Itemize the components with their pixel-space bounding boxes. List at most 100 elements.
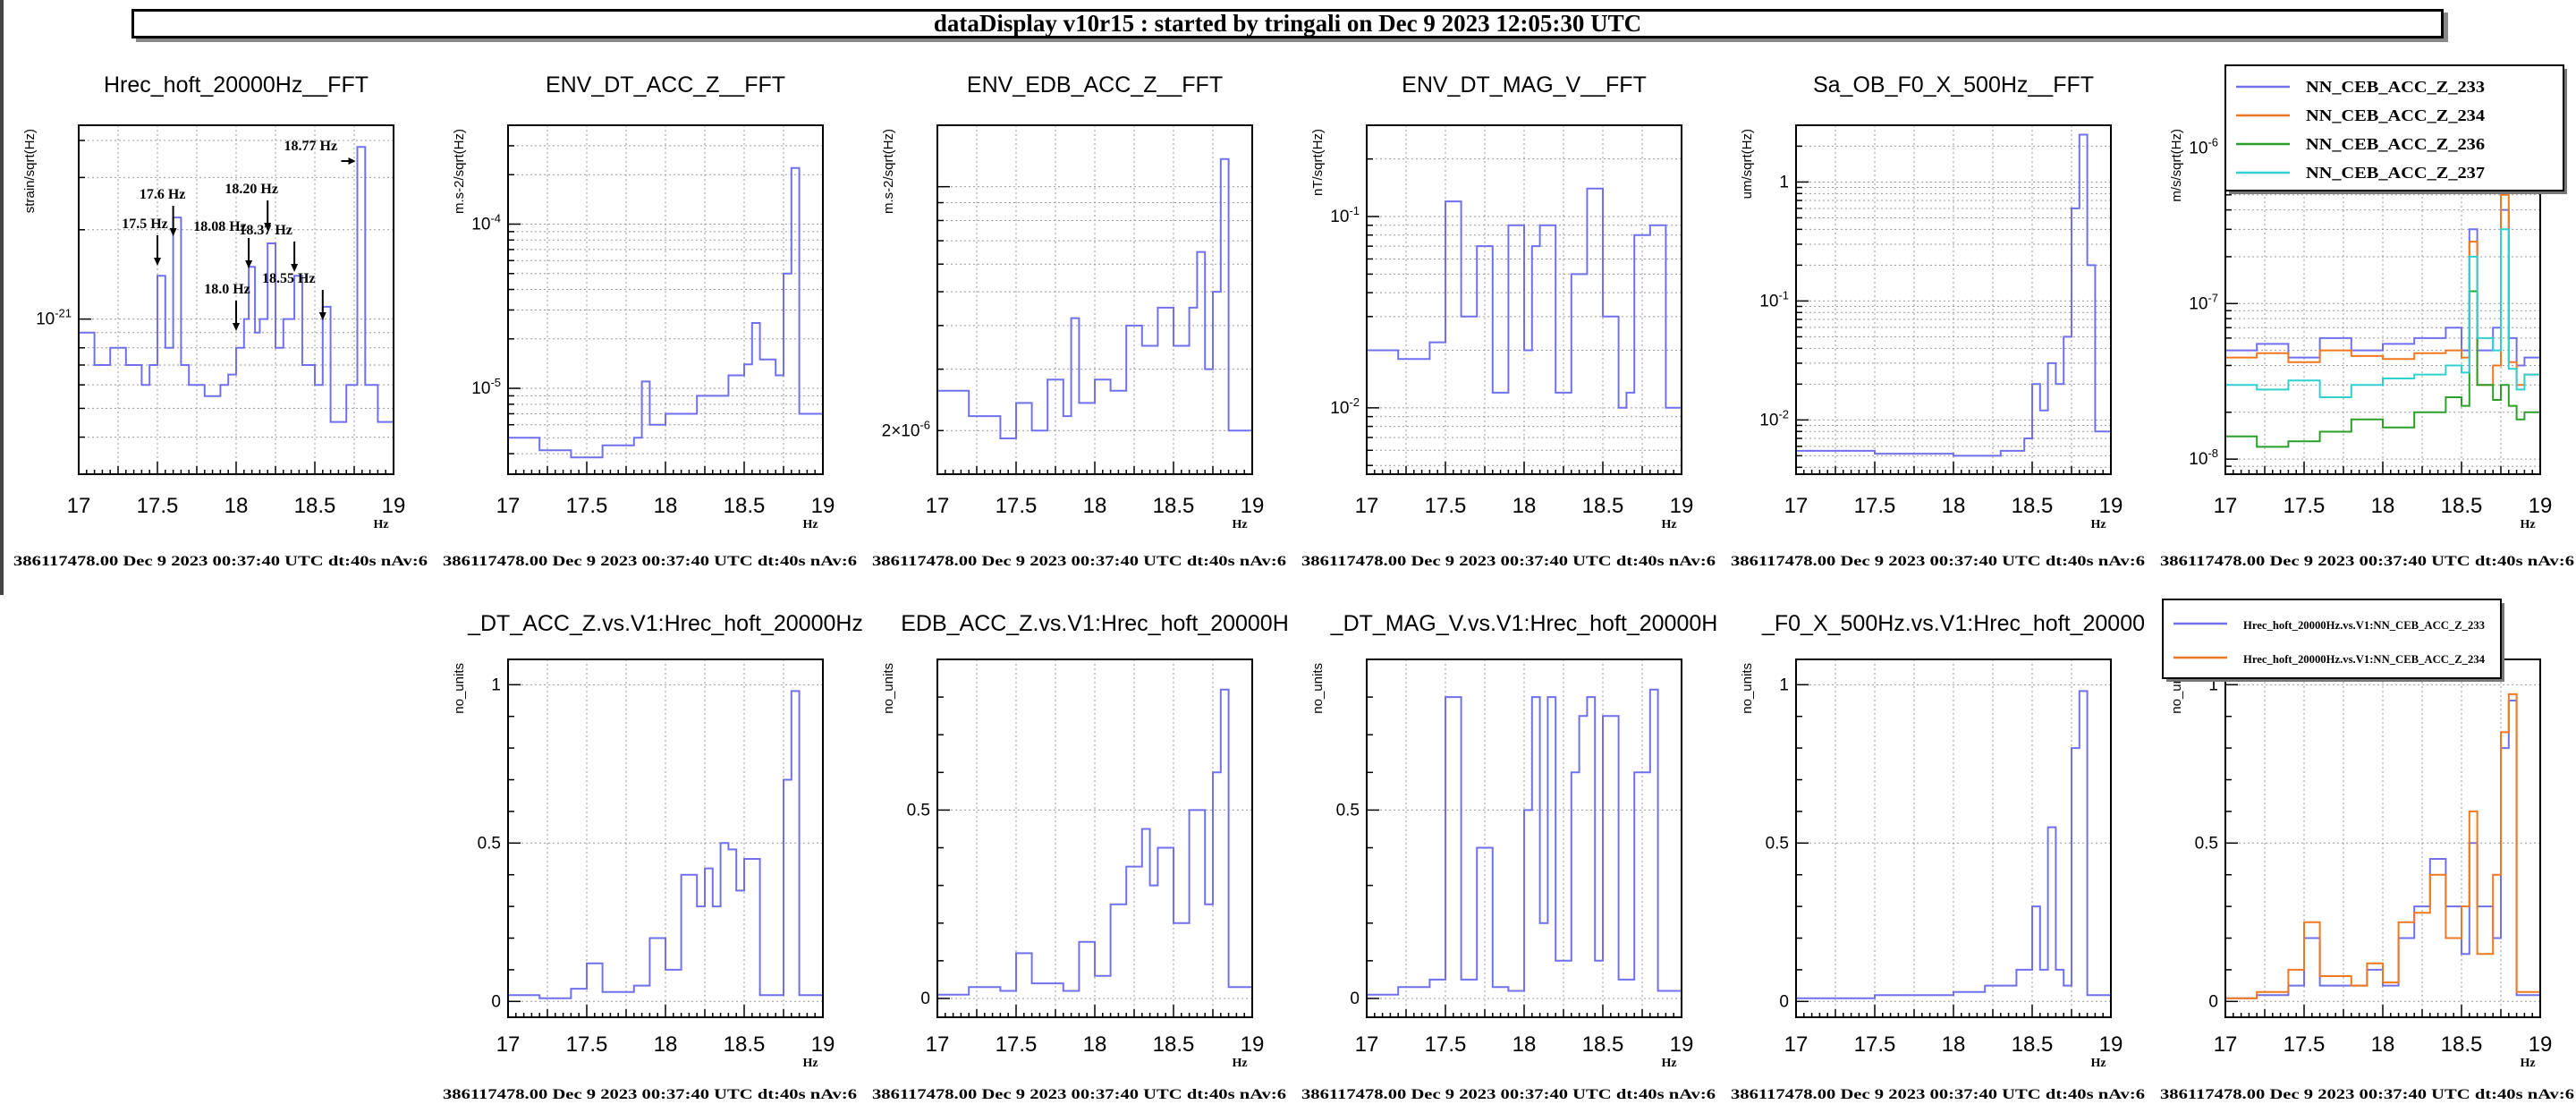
plot-frame	[507, 124, 824, 475]
series-line-2	[2225, 193, 2541, 387]
y-tick-label: 0	[1779, 992, 1789, 1011]
plot-frame	[1366, 658, 1682, 1018]
chart-panel-6: m/s/sqrt(Hz) 10-6 10-7 10-8 17 17.5 18 18.5 19Hz…	[2160, 64, 2574, 569]
series-line-1	[1796, 133, 2112, 457]
annotation-arrowhead	[348, 157, 356, 165]
x-tick-label: 18	[1942, 1032, 1966, 1057]
plot-frame	[78, 124, 394, 475]
x-tick-label: 17	[2214, 1032, 2238, 1057]
x-tick-label: 17.5	[1854, 494, 1896, 518]
chart-panel-1: Hrec_hoft_20000Hz__FFT strain/sqrt(Hz) 10-…	[13, 72, 428, 569]
x-tick-label: 19	[811, 494, 835, 518]
x-tick-label: 19	[382, 494, 406, 518]
chart-title: _F0_X_500Hz.vs.V1:Hrec_hoft_20000	[1761, 611, 2145, 636]
y-tick-label: 1	[491, 675, 501, 694]
plot-frame	[936, 124, 1253, 475]
chart-panel-3: ENV_EDB_ACC_Z__FFT m.s-2/sqrt(Hz) 2×10-6 17…	[872, 72, 1286, 569]
x-tick-label: 18.5	[2012, 494, 2054, 518]
y-axis-label: no_units	[452, 663, 467, 714]
series-line-1	[1367, 688, 1682, 996]
legend-entry: NN_CEB_ACC_Z_233	[2306, 78, 2485, 96]
plot-frame	[1795, 658, 2112, 1018]
annotation-arrowhead	[245, 260, 253, 268]
series-line-1	[508, 166, 824, 459]
x-axis-label: Hz	[2520, 1057, 2535, 1070]
peak-annotation: 18.08 Hz	[193, 219, 247, 234]
series-line-3	[2225, 290, 2541, 448]
x-tick-label: 18	[1513, 494, 1537, 518]
y-tick-label: 10-6	[2189, 135, 2218, 157]
chart-footer: 386117478.00 Dec 9 2023 00:37:40 UTC dt:…	[1731, 554, 2145, 569]
series-line-2	[2225, 692, 2541, 999]
x-tick-label: 19	[1670, 1032, 1694, 1057]
chart-panel-5: Sa_OB_F0_X_500Hz__FFT um/sqrt(Hz) 1 10-1 10-…	[1731, 72, 2145, 569]
x-tick-label: 17.5	[2284, 494, 2326, 518]
chart-panel-7: _DT_ACC_Z.vs.V1:Hrec_hoft_20000Hz no_unit…	[443, 611, 863, 1102]
y-tick-label: 0.5	[2195, 834, 2218, 853]
chart-title: _DT_MAG_V.vs.V1:Hrec_hoft_20000H	[1330, 611, 1718, 636]
y-axis-label: m/s/sqrt(Hz)	[2169, 129, 2184, 202]
chart-footer: 386117478.00 Dec 9 2023 00:37:40 UTC dt:…	[2160, 1087, 2574, 1102]
x-axis-label: Hz	[1232, 518, 1247, 531]
peak-annotation: 18.0 Hz	[204, 282, 250, 297]
chart-title: _DT_ACC_Z.vs.V1:Hrec_hoft_20000Hz	[467, 611, 863, 636]
x-tick-label: 17.5	[1425, 1032, 1467, 1057]
chart-title: Hrec_hoft_20000Hz__FFT	[104, 72, 369, 98]
chart-title: EDB_ACC_Z.vs.V1:Hrec_hoft_20000H	[901, 611, 1289, 636]
x-tick-label: 18	[2371, 1032, 2395, 1057]
x-tick-label: 18	[1083, 494, 1107, 518]
peak-annotation: 18.20 Hz	[225, 182, 278, 197]
y-axis-label: um/sqrt(Hz)	[1740, 129, 1755, 199]
x-tick-label: 17	[1355, 494, 1379, 518]
x-tick-label: 17	[2214, 494, 2238, 518]
x-tick-label: 18.5	[724, 1032, 766, 1057]
x-tick-label: 17	[496, 1032, 521, 1057]
peak-annotation: 17.5 Hz	[122, 217, 168, 232]
annotation-arrowhead	[318, 312, 326, 320]
y-axis-label: m.s-2/sqrt(Hz)	[881, 129, 896, 214]
series-line-1	[508, 690, 823, 999]
chart-title: ENV_DT_MAG_V__FFT	[1402, 72, 1647, 98]
x-tick-label: 18	[1513, 1032, 1537, 1057]
window-title-text: dataDisplay v10r15 : started by tringali…	[933, 10, 1642, 37]
x-tick-label: 18.5	[1582, 494, 1624, 518]
x-tick-label: 18.5	[2441, 494, 2483, 518]
x-tick-label: 18.5	[1153, 494, 1195, 518]
chart-footer: 386117478.00 Dec 9 2023 00:37:40 UTC dt:…	[872, 554, 1286, 569]
left-frame	[0, 0, 4, 595]
annotation-arrowhead	[264, 223, 272, 231]
x-tick-label: 18.5	[294, 494, 336, 518]
x-axis-label: Hz	[2090, 1057, 2106, 1070]
series-line-1	[937, 157, 1253, 439]
x-tick-label: 19	[2529, 494, 2553, 518]
x-tick-label: 18	[225, 494, 249, 518]
x-tick-label: 17	[926, 494, 950, 518]
x-tick-label: 17.5	[566, 1032, 608, 1057]
series-line-1	[1796, 690, 2111, 999]
plot-frame	[1795, 124, 2112, 475]
x-tick-label: 19	[1241, 1032, 1265, 1057]
chart-footer: 386117478.00 Dec 9 2023 00:37:40 UTC dt:…	[13, 554, 428, 569]
chart-panel-9: _DT_MAG_V.vs.V1:Hrec_hoft_20000H no_units…	[1301, 611, 1717, 1102]
x-tick-label: 17.5	[996, 494, 1038, 518]
chart-title: Sa_OB_F0_X_500Hz__FFT	[1813, 72, 2094, 98]
x-axis-label: Hz	[802, 1057, 818, 1070]
x-tick-label: 18.5	[2441, 1032, 2483, 1057]
y-tick-label: 0	[491, 992, 501, 1011]
y-tick-label: 10-4	[471, 211, 501, 234]
legend-entry: Hrec_hoft_20000Hz.vs.V1:NN_CEB_ACC_Z_233	[2243, 618, 2485, 632]
peak-annotation: 17.6 Hz	[140, 187, 186, 202]
series-line-1	[1367, 187, 1682, 409]
y-tick-label: 10-2	[1759, 407, 1789, 429]
x-tick-label: 17	[1784, 1032, 1809, 1057]
peak-annotation: 18.77 Hz	[284, 139, 338, 154]
y-tick-label: 0.5	[478, 834, 501, 853]
x-tick-label: 18.5	[1153, 1032, 1195, 1057]
y-tick-label: 0	[2208, 992, 2218, 1011]
x-tick-label: 19	[1670, 494, 1694, 518]
x-tick-label: 19	[1241, 494, 1265, 518]
window-title: dataDisplay v10r15 : started by tringali…	[131, 9, 2444, 38]
x-tick-label: 17.5	[1854, 1032, 1896, 1057]
